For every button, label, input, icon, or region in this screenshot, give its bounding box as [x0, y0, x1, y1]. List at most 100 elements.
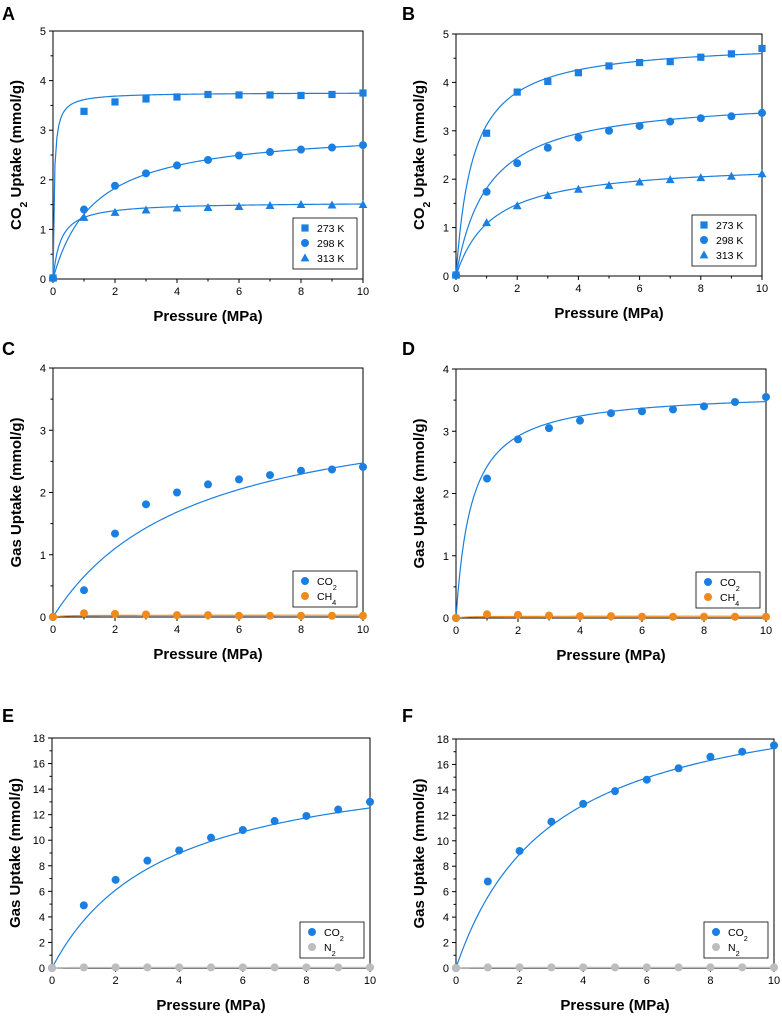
data-point: [696, 173, 706, 182]
data-point: [513, 159, 522, 168]
legend-label: 298 K: [716, 235, 743, 247]
data-point: [266, 91, 274, 99]
legend-label-part: 2: [736, 584, 740, 593]
data-point: [79, 963, 88, 972]
y-tick-label: 0: [39, 963, 45, 975]
data-point: [666, 57, 674, 66]
x-tick-label: 0: [453, 975, 459, 987]
data-point: [515, 846, 524, 855]
x-axis-title: Pressure (MPa): [156, 997, 265, 1014]
data-point: [80, 107, 88, 115]
legend-box: [695, 571, 761, 609]
series-298-k: [452, 108, 766, 280]
data-point: [334, 963, 343, 972]
y-tick-label: 3: [443, 126, 449, 138]
data-point: [731, 397, 739, 406]
y-axis-title-part: Gas Uptake (mmol/g): [7, 778, 24, 928]
x-tick-label: 8: [298, 286, 304, 298]
data-point: [452, 964, 460, 972]
y-tick-label: 3: [40, 425, 46, 437]
data-point: [611, 787, 619, 796]
x-tick-label: 8: [698, 283, 704, 295]
x-tick-label: 8: [303, 975, 309, 987]
data-point: [266, 148, 274, 157]
x-tick-label: 2: [514, 283, 520, 295]
y-tick-label: 18: [33, 733, 45, 745]
legend-label: 273 K: [716, 220, 743, 232]
x-tick-label: 0: [453, 283, 459, 295]
data-point: [483, 474, 491, 483]
data-point: [545, 611, 553, 620]
data-point: [207, 963, 215, 972]
data-point: [513, 88, 521, 96]
data-point: [235, 151, 243, 160]
x-tick-label: 8: [707, 975, 713, 987]
series-ch4: [452, 610, 770, 622]
legend-box: [292, 570, 358, 608]
data-point: [515, 963, 524, 972]
data-point: [727, 171, 736, 180]
legend-marker: [301, 592, 309, 600]
data-point: [669, 612, 677, 621]
data-point: [758, 108, 766, 117]
y-axis-title: Gas Uptake (mmol/g): [411, 778, 428, 928]
data-point: [674, 963, 683, 972]
data-point: [635, 177, 644, 186]
x-tick-label: 10: [768, 975, 780, 987]
data-point: [770, 741, 778, 750]
data-point: [512, 201, 522, 210]
data-point: [483, 877, 492, 886]
y-tick-label: 0: [40, 274, 46, 286]
legend-label: CO2: [728, 927, 748, 943]
x-tick-label: 10: [756, 283, 768, 295]
data-point: [636, 58, 644, 67]
data-point: [142, 95, 150, 103]
data-point: [175, 846, 184, 855]
y-tick-label: 0: [40, 612, 46, 624]
legend-label: CO2: [317, 576, 337, 592]
data-point: [579, 799, 588, 808]
data-point: [358, 200, 368, 208]
legend-label: 313 K: [716, 250, 743, 262]
legend-marker: [700, 221, 708, 229]
data-point: [111, 98, 119, 106]
legend-marker: [712, 943, 720, 951]
legend-label-part: CO: [728, 927, 744, 939]
x-tick-label: 6: [639, 625, 645, 637]
legend-marker: [308, 928, 316, 936]
x-tick-label: 0: [50, 286, 56, 298]
data-point: [302, 811, 311, 820]
data-point: [111, 963, 120, 972]
data-point: [483, 963, 492, 972]
x-tick-label: 6: [644, 975, 650, 987]
data-point: [302, 963, 311, 972]
legend-label-part: CH: [720, 592, 735, 604]
legend-label-part: 2: [744, 934, 748, 943]
legend-label: 298 K: [317, 238, 344, 250]
legend-label: N2: [324, 942, 336, 958]
data-point: [80, 609, 88, 618]
data-point: [674, 764, 683, 773]
y-tick-label: 2: [39, 937, 45, 949]
legend-label-part: CO: [324, 927, 340, 939]
y-tick-label: 4: [443, 364, 449, 376]
data-point: [757, 169, 767, 178]
data-point: [576, 612, 584, 621]
x-tick-label: 4: [577, 625, 583, 637]
y-axis-title-part: Gas Uptake (mmol/g): [8, 417, 25, 567]
legend-box: [299, 921, 365, 959]
x-tick-label: 10: [357, 286, 369, 298]
data-point: [203, 202, 213, 211]
data-point: [297, 611, 305, 620]
x-axis-title: Pressure (MPa): [153, 308, 262, 325]
y-tick-label: 18: [437, 734, 449, 746]
x-tick-label: 0: [453, 625, 459, 637]
y-tick-label: 1: [40, 550, 46, 562]
x-tick-label: 2: [112, 624, 118, 636]
y-axis-title-part: Uptake (mmol/g): [411, 80, 428, 202]
series-co2: [452, 393, 770, 622]
data-point: [266, 611, 274, 620]
legend-label-part: N: [324, 942, 332, 954]
